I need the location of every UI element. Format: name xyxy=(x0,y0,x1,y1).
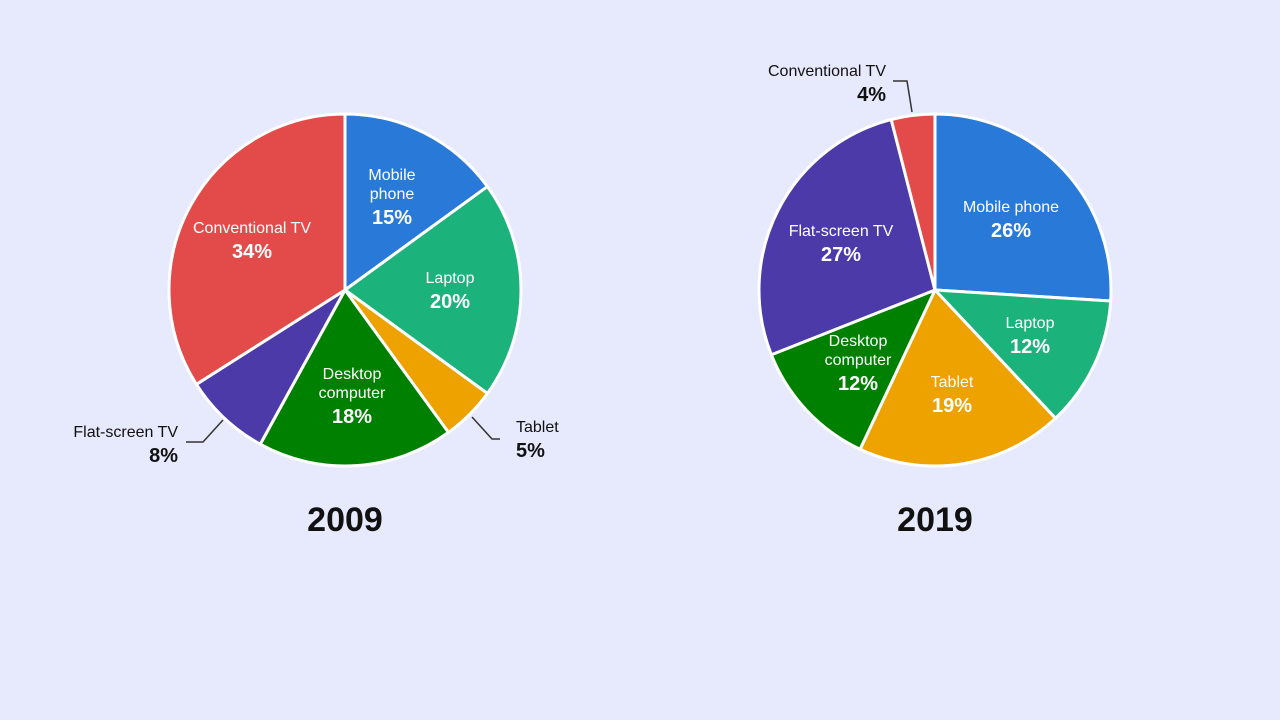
leader-line-conventional-tv xyxy=(893,80,913,113)
pie-chart-2019: Mobile phone 26% Laptop 12% Tablet 19% Desktop… xyxy=(757,63,1113,539)
label-laptop: Laptop 20% xyxy=(426,270,475,313)
label-percent: 20% xyxy=(430,291,470,313)
slice-flat-screen-tv xyxy=(757,118,937,357)
label-name-line: Conventional TV xyxy=(768,63,886,80)
label-percent: 19% xyxy=(932,395,972,417)
label-name-line: Desktop xyxy=(829,333,888,350)
label-desktop-computer: Desktop computer 18% xyxy=(319,366,386,428)
label-percent: 12% xyxy=(838,373,878,395)
label-percent: 12% xyxy=(1010,336,1050,358)
label-conventional-tv: Conventional TV 4% xyxy=(768,63,886,106)
label-percent: 4% xyxy=(857,84,886,106)
slice-mobile-phone xyxy=(933,112,1113,303)
label-name-line: Mobile xyxy=(368,167,415,184)
label-name-line: Laptop xyxy=(426,270,475,287)
label-percent: 26% xyxy=(991,220,1031,242)
label-percent: 18% xyxy=(332,406,372,428)
label-name-line: computer xyxy=(825,352,892,369)
slice-tablet xyxy=(858,288,1057,468)
slice-laptop xyxy=(343,185,523,395)
label-name-line: computer xyxy=(319,385,386,402)
label-name-line: Flat-screen TV xyxy=(789,223,894,240)
label-mobile-phone: Mobile phone 26% xyxy=(963,199,1059,242)
label-name-line: phone xyxy=(370,186,415,203)
slice-flat-screen-tv xyxy=(194,288,347,446)
slice-desktop-computer xyxy=(258,288,450,468)
label-percent: 5% xyxy=(516,440,545,462)
label-percent: 15% xyxy=(372,207,412,229)
slice-conventional-tv xyxy=(889,112,937,292)
label-laptop: Laptop 12% xyxy=(1006,315,1055,358)
label-name-line: Desktop xyxy=(323,366,382,383)
label-flat-screen-tv: Flat-screen TV 27% xyxy=(789,223,894,266)
label-percent: 8% xyxy=(149,445,178,467)
label-tablet: Tablet 19% xyxy=(931,374,974,417)
chart-title: 2019 xyxy=(897,501,973,539)
slice-conventional-tv xyxy=(167,112,347,386)
label-tablet: Tablet 5% xyxy=(516,419,559,462)
label-conventional-tv: Conventional TV 34% xyxy=(193,220,311,263)
label-desktop-computer: Desktop computer 12% xyxy=(825,333,892,395)
label-mobile-phone: Mobile phone 15% xyxy=(368,167,415,229)
label-percent: 27% xyxy=(821,244,861,266)
label-percent: 34% xyxy=(232,241,272,263)
label-name-line: Flat-screen TV xyxy=(73,424,178,441)
pie-chart-2009: Mobile phone 15% Laptop 20% Tablet 5% Desktop co… xyxy=(73,112,559,539)
label-name-line: Mobile phone xyxy=(963,199,1059,216)
label-name-line: Tablet xyxy=(516,419,559,436)
slice-desktop-computer xyxy=(769,288,937,451)
label-name-line: Tablet xyxy=(931,374,974,391)
leader-line-flat-screen-tv xyxy=(186,419,224,443)
label-name-line: Laptop xyxy=(1006,315,1055,332)
chart-title: 2009 xyxy=(307,501,383,539)
label-flat-screen-tv: Flat-screen TV 8% xyxy=(73,424,178,467)
leader-line-tablet xyxy=(471,416,500,440)
label-name-line: Conventional TV xyxy=(193,220,311,237)
slice-laptop xyxy=(933,288,1113,420)
slice-mobile-phone xyxy=(343,112,489,292)
